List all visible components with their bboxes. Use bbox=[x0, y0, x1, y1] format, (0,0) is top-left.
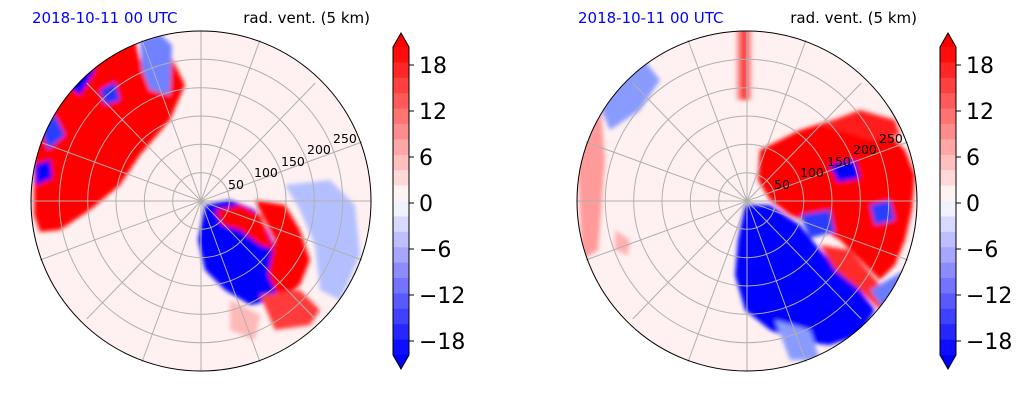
colorbar-level bbox=[940, 216, 956, 233]
panel-1-radial-ticks: 50 100 150 200 250 bbox=[228, 131, 357, 192]
panel-2-cbar-label-6: −12 bbox=[966, 284, 1012, 309]
panel-1-rtick-2: 100 bbox=[254, 165, 278, 180]
colorbar-level bbox=[940, 47, 956, 63]
panel-2-cbar-label-3: 6 bbox=[966, 146, 980, 171]
colorbar-level bbox=[940, 247, 956, 264]
panel-1-rtick-5: 250 bbox=[333, 131, 357, 146]
panel-2-cbar-label-5: −6 bbox=[966, 238, 998, 263]
colorbar-level bbox=[940, 185, 956, 202]
colorbar-extend-max bbox=[393, 33, 409, 47]
colorbar-level bbox=[393, 108, 409, 125]
panel-1: 2018-10-11 00 UTC rad. vent. (5 km) bbox=[30, 9, 465, 372]
colorbar-level bbox=[393, 308, 409, 325]
colorbar-level bbox=[940, 108, 956, 125]
panel-2-cbar-label-7: −18 bbox=[966, 330, 1012, 355]
panel-2-radial-ticks: 50 100 150 200 250 bbox=[774, 131, 903, 192]
colorbar-extend-min bbox=[393, 355, 409, 369]
panel-1-cbar-label-5: −6 bbox=[419, 238, 451, 263]
panel-1-colorbar-bar bbox=[392, 31, 410, 371]
panel-1-rtick-1: 50 bbox=[228, 177, 244, 192]
colorbar-level bbox=[393, 231, 409, 248]
colorbar-level bbox=[393, 170, 409, 187]
colorbar-level bbox=[940, 201, 956, 217]
panel-1-colorbar-ticks: 18 12 6 0 −6 −12 −18 bbox=[409, 54, 465, 355]
colorbar-level bbox=[940, 124, 956, 140]
colorbar-level bbox=[393, 139, 409, 156]
panel-2-rtick-1: 50 bbox=[774, 177, 790, 192]
panel-2-rtick-3: 150 bbox=[827, 154, 851, 169]
panel-1-grid bbox=[31, 31, 371, 371]
colorbar-level bbox=[940, 62, 956, 79]
colorbar-level bbox=[393, 62, 409, 79]
colorbar-level bbox=[393, 77, 409, 94]
panel-2-rtick-2: 100 bbox=[800, 165, 824, 180]
colorbar-level bbox=[940, 139, 956, 156]
colorbar-level bbox=[940, 154, 956, 171]
panel-2-date: 2018-10-11 00 UTC bbox=[578, 9, 724, 27]
panel-1-cbar-label-3: 6 bbox=[419, 146, 433, 171]
panel-2-frame bbox=[576, 30, 918, 372]
panel-1-cbar-label-4: 0 bbox=[419, 192, 433, 217]
panel-1-title: rad. vent. (5 km) bbox=[243, 9, 370, 27]
colorbar-level bbox=[393, 324, 409, 341]
panel-1-cbar-label-7: −18 bbox=[419, 330, 465, 355]
panel-2-colorbar-bar bbox=[939, 31, 957, 371]
panel-1-rtick-3: 150 bbox=[281, 154, 305, 169]
colorbar-level bbox=[393, 154, 409, 171]
colorbar-level bbox=[393, 124, 409, 140]
panel-1-colorbar: 18 12 6 0 −6 −12 −18 bbox=[392, 31, 465, 371]
colorbar-extend-max bbox=[940, 33, 956, 47]
colorbar-level bbox=[393, 262, 409, 279]
panel-1-date: 2018-10-11 00 UTC bbox=[32, 9, 178, 27]
panel-1-rtick-4: 200 bbox=[307, 142, 331, 157]
panel-1-polar-plot: 50 100 150 200 250 bbox=[30, 30, 372, 372]
colorbar-level bbox=[393, 185, 409, 202]
colorbar-level bbox=[940, 262, 956, 279]
colorbar-outline bbox=[392, 31, 410, 371]
colorbar-level bbox=[393, 47, 409, 63]
panel-1-cbar-label-2: 12 bbox=[419, 100, 447, 125]
panel-2-rtick-5: 250 bbox=[879, 131, 903, 146]
colorbar-level bbox=[940, 293, 956, 310]
panel-2-cbar-label-2: 12 bbox=[966, 100, 994, 125]
panel-2-rtick-4: 200 bbox=[853, 142, 877, 157]
colorbar-level bbox=[940, 278, 956, 294]
colorbar-outline bbox=[939, 31, 957, 371]
colorbar-level bbox=[393, 93, 409, 110]
panel-2: 2018-10-11 00 UTC rad. vent. (5 km) bbox=[576, 9, 1012, 372]
panel-2-grid bbox=[577, 31, 917, 371]
colorbar-level bbox=[393, 339, 409, 356]
colorbar-level bbox=[393, 293, 409, 310]
colorbar-level bbox=[940, 231, 956, 248]
panel-1-cbar-label-6: −12 bbox=[419, 284, 465, 309]
colorbar-level bbox=[940, 77, 956, 94]
panel-2-title: rad. vent. (5 km) bbox=[790, 9, 917, 27]
panel-2-colorbar: 18 12 6 0 −6 −12 −18 bbox=[939, 31, 1012, 371]
colorbar-level bbox=[940, 308, 956, 325]
colorbar-level bbox=[940, 93, 956, 110]
panel-2-colorbar-ticks: 18 12 6 0 −6 −12 −18 bbox=[956, 54, 1012, 355]
colorbar-level bbox=[940, 339, 956, 356]
panel-2-cbar-label-1: 18 bbox=[966, 54, 994, 79]
panel-2-polar-plot: 50 100 150 200 250 bbox=[576, 30, 918, 372]
colorbar-level bbox=[393, 216, 409, 233]
colorbar-level bbox=[940, 170, 956, 187]
colorbar-level bbox=[940, 324, 956, 341]
panel-1-frame bbox=[30, 30, 372, 372]
panel-2-cbar-label-4: 0 bbox=[966, 192, 980, 217]
colorbar-level bbox=[393, 247, 409, 264]
panel-1-cbar-label-1: 18 bbox=[419, 54, 447, 79]
colorbar-level bbox=[393, 278, 409, 294]
colorbar-extend-min bbox=[940, 355, 956, 369]
colorbar-level bbox=[393, 201, 409, 217]
